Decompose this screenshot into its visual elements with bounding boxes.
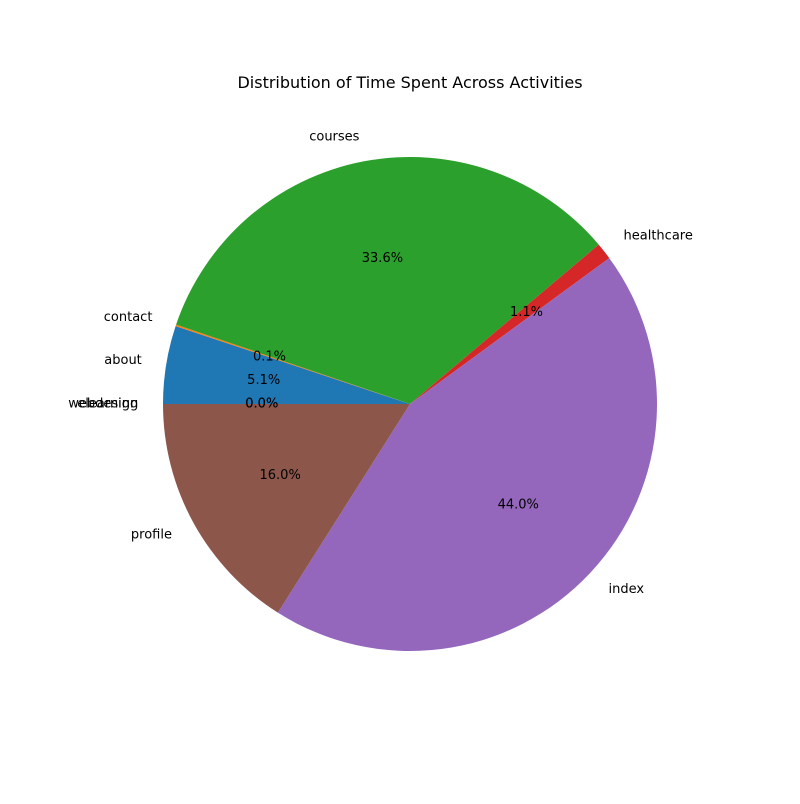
pie-percent-labels: 5.1%0.1%33.6%1.1%44.0%16.0%0.0%0.0% [245, 251, 543, 513]
pie-labels: about contact courses healthcare index profil… [68, 130, 693, 597]
slice-percent-courses: 33.6% [362, 251, 403, 266]
slice-label-index: index [609, 582, 645, 597]
pie-slice-contact [175, 324, 410, 404]
slice-label-about: about [104, 353, 142, 368]
pie-slice-healthcare [410, 244, 610, 404]
slice-percent-profile: 16.0% [260, 468, 301, 483]
slice-label-healthcare: healthcare [624, 228, 693, 243]
pie-slices [163, 156, 657, 651]
pie-slice-courses [176, 156, 599, 404]
slice-percent-contact: 0.1% [253, 349, 286, 364]
pie-slice-profile [163, 404, 410, 613]
slice-label-contact: contact [104, 310, 153, 325]
slice-percent-index: 44.0% [498, 498, 539, 513]
slice-label-webdesign: webdesign [68, 397, 138, 412]
slice-percent-about: 5.1% [247, 373, 280, 388]
slice-percent-healthcare: 1.1% [510, 305, 543, 320]
slice-label-elearning: elearning [77, 397, 138, 412]
slice-label-profile: profile [131, 528, 172, 543]
slice-percent-webdesign: 0.0% [245, 397, 278, 412]
chart-title: Distribution of Time Spent Across Activi… [237, 73, 582, 92]
pie-slice-index [277, 258, 657, 651]
slice-label-courses: courses [309, 130, 359, 145]
slice-percent-elearning: 0.0% [245, 397, 278, 412]
pie-slice-about [163, 326, 410, 404]
